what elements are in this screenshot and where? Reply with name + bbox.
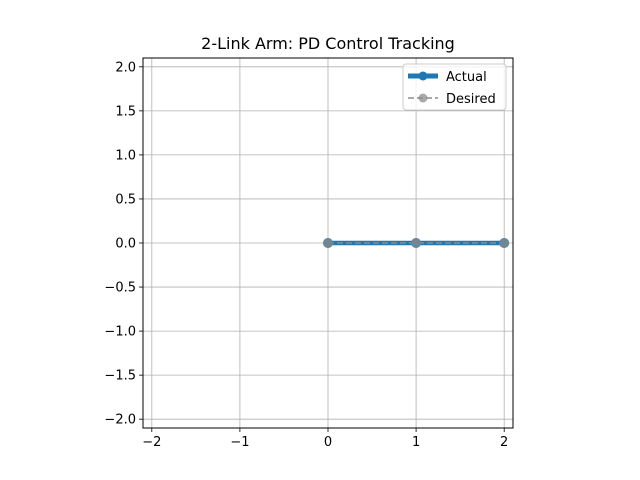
- x-tick-label: 0: [324, 435, 332, 450]
- y-tick-label: −2.0: [104, 413, 136, 428]
- y-tick-label: 1.5: [115, 104, 136, 119]
- y-tick-label: −1.5: [104, 369, 136, 384]
- x-tick-label: 1: [412, 435, 420, 450]
- legend: Actual Desired: [402, 63, 507, 111]
- x-tick-label: 2: [500, 435, 508, 450]
- y-tick-label: 1.0: [115, 148, 136, 163]
- plot-series: [323, 238, 510, 248]
- y-tick-label: −1.0: [104, 325, 136, 340]
- y-tick-label: 2.0: [115, 60, 136, 75]
- x-tick-label: −1: [230, 435, 249, 450]
- legend-actual-label: Actual: [446, 70, 487, 85]
- axis-ticks: −2 −1 0 1 2 −2.0 −1.5 −1.0 −0.5 0.0 0.5 1.0 1.5 2.0: [104, 60, 508, 450]
- legend-desired-marker: [418, 93, 428, 103]
- x-tick-label: −2: [142, 435, 161, 450]
- y-tick-label: 0.5: [115, 192, 136, 207]
- legend-actual-marker: [418, 71, 428, 81]
- legend-desired-label: Desired: [446, 92, 496, 107]
- chart-title: 2-Link Arm: PD Control Tracking: [201, 34, 455, 53]
- desired-joint-marker: [411, 238, 422, 248]
- y-tick-label: 0.0: [115, 237, 136, 252]
- desired-joint-marker: [323, 238, 333, 248]
- y-tick-label: −0.5: [104, 281, 136, 296]
- desired-joint-marker: [499, 238, 510, 248]
